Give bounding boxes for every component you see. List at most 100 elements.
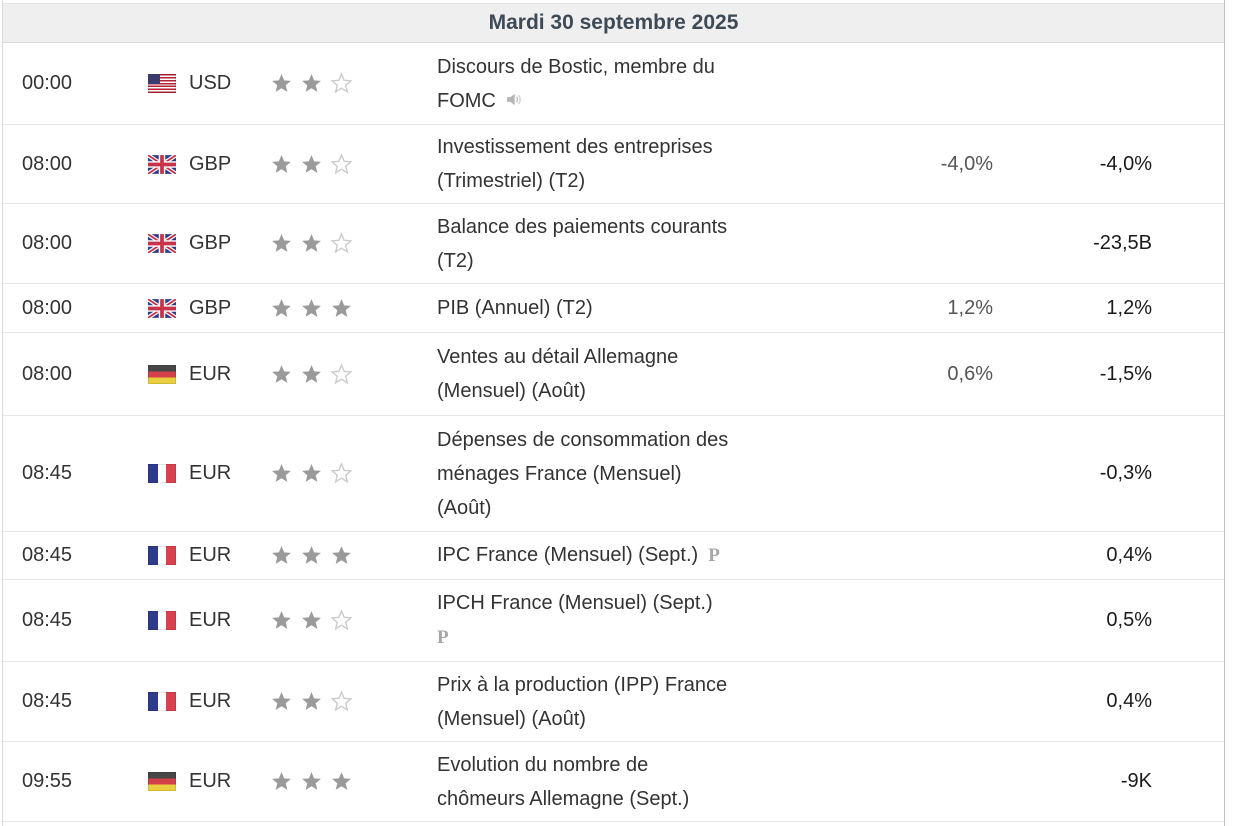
event-row[interactable]: 08:45 EUR IPCH France (Mensuel) (Sept.) … xyxy=(3,580,1224,662)
star-filled-icon xyxy=(272,611,291,629)
event-row[interactable]: 08:00 GBP Balance des paiements courants… xyxy=(3,204,1224,284)
france-flag-icon xyxy=(148,611,176,630)
currency-label: EUR xyxy=(189,770,232,792)
event-row[interactable]: 08:45 EUR Dépenses de consommation des m… xyxy=(3,416,1224,532)
event-time: 08:45 xyxy=(22,544,73,566)
star-filled-icon xyxy=(272,772,291,790)
event-time: 08:00 xyxy=(22,362,73,385)
importance-rating xyxy=(268,72,420,95)
star-filled-icon xyxy=(302,546,321,564)
next-row-partial xyxy=(3,822,1224,826)
event-time: 08:45 xyxy=(22,462,73,484)
forecast-value: 1,2% xyxy=(947,296,993,319)
germany-flag-icon xyxy=(148,772,176,791)
currency-label: GBP xyxy=(189,152,232,175)
currency-label: EUR xyxy=(189,462,232,484)
event-row[interactable]: 08:00 EUR Ventes au détail Allemagne (Me… xyxy=(3,333,1224,416)
event-time: 09:55 xyxy=(22,770,73,792)
event-row[interactable]: 09:55 EUR Evolution du nombre de chômeur… xyxy=(3,742,1224,822)
star-filled-icon xyxy=(332,298,351,317)
star-filled-icon xyxy=(302,692,321,710)
star-filled-icon xyxy=(302,74,321,92)
event-time: 08:00 xyxy=(22,152,73,175)
star-filled-icon xyxy=(332,772,351,790)
united-kingdom-flag-icon xyxy=(148,155,176,174)
star-empty-icon xyxy=(331,691,352,711)
star-empty-icon xyxy=(331,463,352,483)
france-flag-icon xyxy=(148,464,176,483)
currency-label: GBP xyxy=(189,296,232,319)
star-filled-icon xyxy=(302,298,321,317)
currency-cell: USD xyxy=(140,72,268,95)
currency-cell: GBP xyxy=(140,153,268,176)
event-row[interactable]: 08:00 GBP PIB (Annuel) (T2) 1,2% 1,2% xyxy=(3,284,1224,333)
currency-cell: EUR xyxy=(140,690,268,713)
star-filled-icon xyxy=(272,464,291,482)
previous-value: -23,5B xyxy=(1093,232,1152,254)
event-name[interactable]: Prix à la production (IPP) France (Mensu… xyxy=(437,673,728,730)
previous-value: -1,5% xyxy=(1099,362,1152,385)
france-flag-icon xyxy=(148,692,176,711)
currency-cell: EUR xyxy=(140,609,268,632)
star-filled-icon xyxy=(302,234,321,252)
importance-rating xyxy=(268,297,420,320)
star-filled-icon xyxy=(272,154,291,173)
preliminary-icon: P xyxy=(437,627,449,648)
currency-label: EUR xyxy=(189,362,232,385)
forecast-value: 0,6% xyxy=(947,362,993,385)
currency-label: EUR xyxy=(189,690,232,712)
united-kingdom-flag-icon xyxy=(148,234,176,253)
currency-cell: GBP xyxy=(140,232,268,255)
currency-cell: EUR xyxy=(140,363,268,386)
united-kingdom-flag-icon xyxy=(148,299,176,318)
date-header: Mardi 30 septembre 2025 xyxy=(3,3,1224,43)
star-filled-icon xyxy=(272,546,291,564)
star-empty-icon xyxy=(331,233,352,253)
event-name[interactable]: Evolution du nombre de chômeurs Allemagn… xyxy=(437,753,690,810)
event-name[interactable]: PIB (Annuel) (T2) xyxy=(437,297,593,319)
previous-value: -0,3% xyxy=(1099,462,1152,484)
event-name[interactable]: Balance des paiements courants (T2) xyxy=(437,215,728,272)
event-time: 08:00 xyxy=(22,232,73,254)
currency-cell: EUR xyxy=(140,770,268,793)
star-empty-icon xyxy=(331,153,352,174)
forecast-value: -4,0% xyxy=(940,152,993,175)
star-filled-icon xyxy=(302,772,321,790)
importance-rating xyxy=(268,690,420,713)
germany-flag-icon xyxy=(148,364,176,384)
event-row[interactable]: 08:45 EUR IPC France (Mensuel) (Sept.) P … xyxy=(3,532,1224,580)
importance-rating xyxy=(268,153,420,176)
event-name[interactable]: Ventes au détail Allemagne (Mensuel) (Ao… xyxy=(437,346,679,402)
currency-label: GBP xyxy=(189,232,232,254)
event-time: 00:00 xyxy=(22,72,73,94)
event-row[interactable]: 08:00 GBP Investissement des entreprises… xyxy=(3,125,1224,204)
event-row[interactable]: 00:00 USD Discours de Bostic, membre du … xyxy=(3,43,1224,125)
preliminary-icon: P xyxy=(708,545,720,566)
united-states-flag-icon xyxy=(148,74,176,93)
star-filled-icon xyxy=(272,298,291,317)
previous-value: 0,5% xyxy=(1106,609,1152,631)
previous-value: 1,2% xyxy=(1106,296,1152,319)
event-name[interactable]: IPC France (Mensuel) (Sept.) P xyxy=(437,544,720,566)
event-time: 08:45 xyxy=(22,609,73,631)
event-name[interactable]: Dépenses de consommation des ménages Fra… xyxy=(437,428,729,519)
importance-rating xyxy=(268,363,420,386)
importance-rating xyxy=(268,609,420,632)
importance-rating xyxy=(268,544,420,567)
currency-cell: GBP xyxy=(140,297,268,320)
currency-label: EUR xyxy=(189,609,232,631)
importance-rating xyxy=(268,232,420,255)
previous-value: -4,0% xyxy=(1099,152,1152,175)
event-name[interactable]: Investissement des entreprises (Trimestr… xyxy=(437,136,713,192)
speaker-icon xyxy=(507,93,521,105)
importance-rating xyxy=(268,462,420,485)
event-row[interactable]: 08:45 EUR Prix à la production (IPP) Fra… xyxy=(3,662,1224,742)
star-filled-icon xyxy=(302,611,321,629)
star-filled-icon xyxy=(272,74,291,92)
event-name[interactable]: Discours de Bostic, membre du FOMC xyxy=(437,55,715,112)
star-empty-icon xyxy=(331,610,352,630)
currency-cell: EUR xyxy=(140,544,268,567)
event-name[interactable]: IPCH France (Mensuel) (Sept.) P xyxy=(437,592,713,648)
currency-cell: EUR xyxy=(140,462,268,485)
